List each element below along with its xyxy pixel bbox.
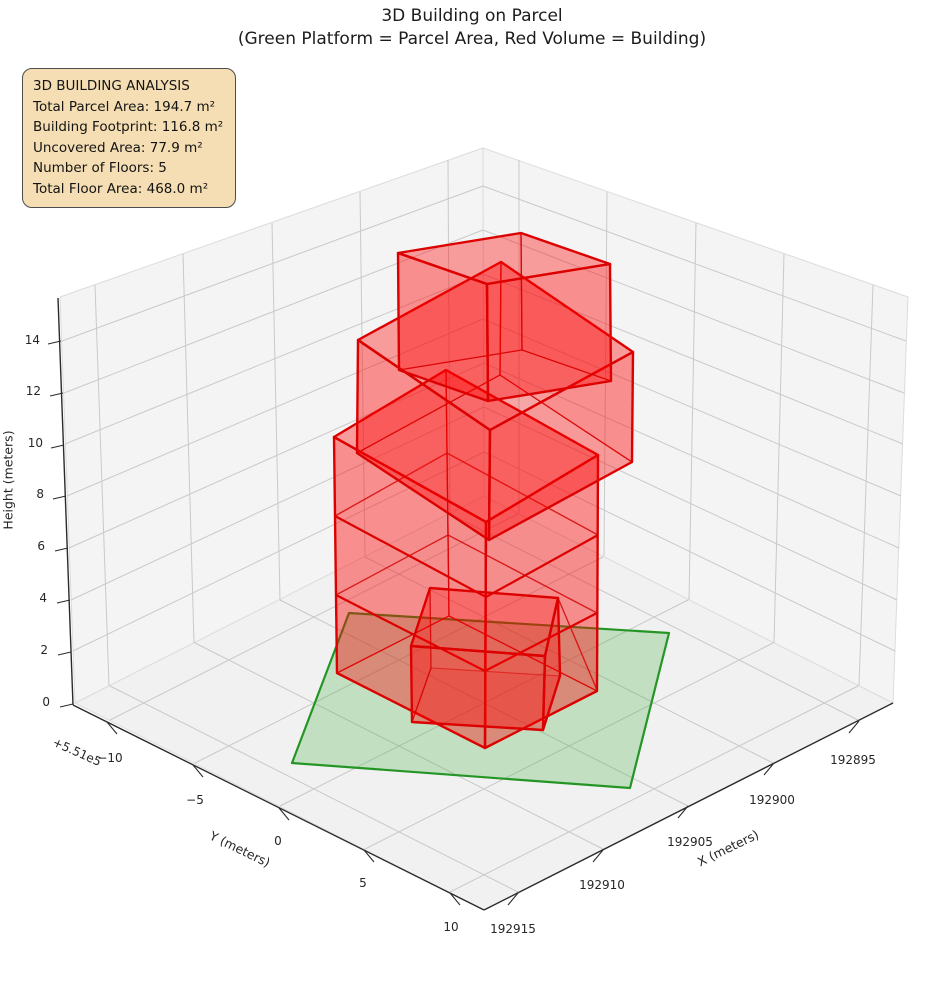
info-box-row: Total Parcel Area: 194.7 m²: [33, 98, 216, 115]
plot-subtitle: (Green Platform = Parcel Area, Red Volum…: [237, 29, 707, 49]
building-floor-5: [396, 231, 613, 403]
z-tick-label: 10: [27, 436, 43, 450]
y-tick-label: 5: [359, 876, 367, 890]
info-box-row: Total Floor Area: 468.0 m²: [33, 180, 209, 197]
y-tick-label: −5: [186, 793, 204, 807]
y-tick-label: −10: [97, 751, 123, 765]
x-tick-label: 192895: [830, 753, 876, 767]
axis-lines: [57, 297, 894, 911]
z-tick-label: 14: [24, 333, 40, 347]
y-axis-ticks: [106, 721, 461, 906]
right-wall-pane: [482, 147, 909, 704]
x-tick-label: 192915: [490, 922, 536, 936]
left-wall-grid: [61, 159, 485, 687]
z-tick-label: 6: [37, 539, 45, 553]
x-tick-label: 192900: [749, 793, 795, 807]
info-box-heading: 3D BUILDING ANALYSIS: [33, 78, 190, 94]
z-tick-label: 8: [36, 487, 44, 501]
z-tick-label: 4: [39, 591, 47, 605]
y-tick-label: 10: [443, 920, 459, 934]
info-box-row: Uncovered Area: 77.9 m²: [33, 139, 203, 156]
parcel-polygon: [290, 611, 671, 790]
y-tick-label: 0: [274, 834, 282, 848]
z-tick-label: 2: [40, 643, 48, 657]
x-tick-label: 192910: [579, 878, 625, 892]
z-axis-label: Height (meters): [0, 430, 16, 530]
right-wall-grid: [482, 160, 907, 687]
z-tick-label: 0: [42, 695, 50, 709]
building-floors-1-3: [332, 368, 600, 750]
info-box-row: Building Footprint: 116.8 m²: [33, 119, 224, 136]
building-annex: [409, 586, 598, 732]
x-tick-label: 192905: [667, 835, 713, 849]
z-tick-label: 12: [25, 384, 41, 398]
info-box-row: Number of Floors: 5: [33, 160, 167, 177]
x-axis-ticks: [507, 720, 860, 906]
plot-title: 3D Building on Parcel: [381, 6, 563, 26]
z-axis-ticks: [47, 340, 74, 708]
analysis-info-box: 3D BUILDING ANALYSIS Total Parcel Area: …: [22, 68, 237, 209]
